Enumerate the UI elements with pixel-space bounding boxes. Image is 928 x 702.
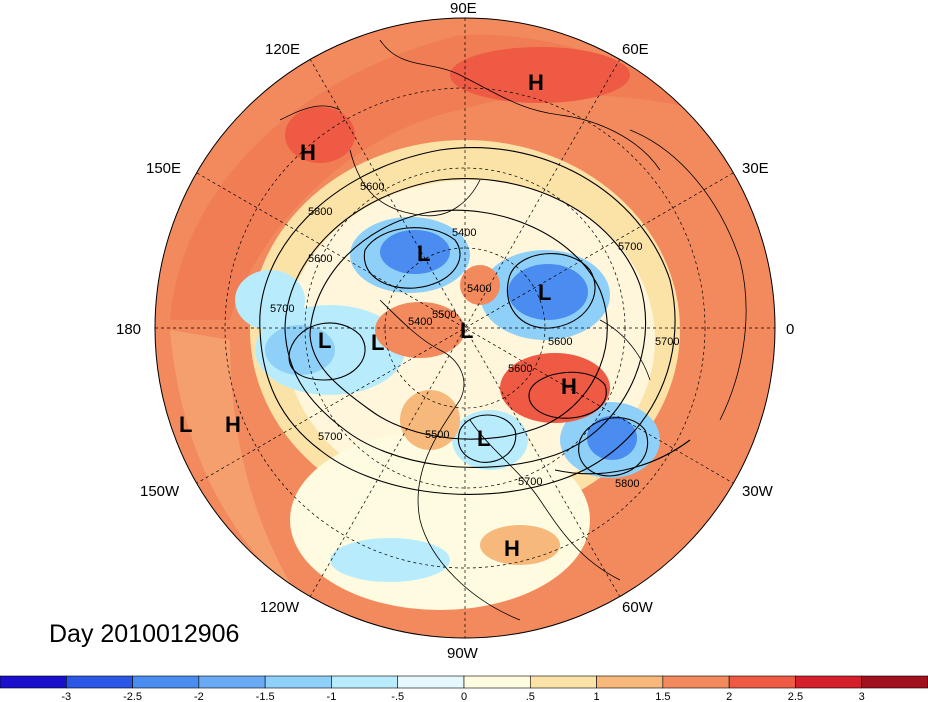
height-contours: [259, 146, 691, 495]
colorbar-swatch: [264, 675, 332, 689]
contour-labels: 5400 5400 5500 5500 5600 5600 5600 5600 …: [270, 181, 679, 490]
contour-label: 5800: [308, 206, 332, 218]
contour-label: 5700: [655, 336, 679, 348]
colorbar-swatch: [0, 675, 67, 689]
colorbar-swatch: [132, 675, 200, 689]
contour-label: 5700: [618, 241, 642, 253]
low-pressure-marker: L: [179, 412, 192, 437]
colorbar-swatch: [795, 675, 863, 689]
lon-label-120e: 120E: [265, 41, 300, 58]
low-pressure-marker: L: [477, 426, 490, 451]
low-pressure-marker: L: [460, 318, 473, 343]
contour-label: 5700: [518, 476, 542, 488]
contour-label: 5500: [425, 429, 449, 441]
date-caption: Day 2010012906: [49, 620, 240, 648]
contour-label: 5400: [467, 283, 491, 295]
contour-label: 5800: [615, 478, 639, 490]
contour-label: 5500: [432, 309, 456, 321]
contour-label: 5700: [318, 431, 342, 443]
lon-label-150e: 150E: [146, 160, 181, 177]
lon-label-180: 180: [116, 321, 141, 338]
colorbar-tick-label: -2.5: [123, 691, 142, 702]
contour-label: 5400: [408, 316, 432, 328]
colorbar-swatch: [596, 675, 664, 689]
colorbar-swatch: [65, 675, 133, 689]
contour-label: 5600: [508, 363, 532, 375]
contour-label: 5400: [452, 227, 476, 239]
meridian-grid: [155, 18, 775, 638]
colorbar-tick-label: 1: [594, 691, 600, 702]
colorbar-swatch: [529, 675, 597, 689]
lon-label-90w: 90W: [447, 645, 479, 662]
colorbar-tick-label: .5: [526, 691, 535, 702]
pressure-centers: H H L L L L L H L H L H L: [179, 70, 577, 561]
high-pressure-marker: H: [504, 536, 520, 561]
colorbar-tick-label: 0: [461, 691, 467, 702]
coastlines: [279, 39, 747, 621]
high-pressure-marker: H: [528, 70, 544, 95]
lon-label-30e: 30E: [742, 160, 769, 177]
colorbar-tick-label: -1.5: [256, 691, 275, 702]
colorbar-tick-label: -2: [194, 691, 204, 702]
colorbar-tick-label: -.5: [391, 691, 404, 702]
lon-label-30w: 30W: [742, 483, 774, 500]
contour-label: 5600: [308, 253, 332, 265]
map-border: [154, 17, 776, 639]
low-pressure-marker: L: [318, 328, 331, 353]
lon-label-60e: 60E: [622, 41, 649, 58]
colorbar-swatch: [397, 675, 465, 689]
low-pressure-marker: L: [371, 330, 384, 355]
lon-label-90e: 90E: [450, 0, 477, 17]
lon-label-60w: 60W: [622, 599, 654, 616]
colorbar-swatch: [198, 675, 266, 689]
contour-label: 5600: [360, 181, 384, 193]
low-pressure-marker: L: [538, 280, 551, 305]
high-pressure-marker: H: [225, 412, 241, 437]
lon-label-0: 0: [786, 321, 794, 338]
lon-label-120w: 120W: [260, 599, 300, 616]
colorbar-tick-label: 3: [859, 691, 865, 702]
colorbar-swatch: [331, 675, 399, 689]
high-pressure-marker: H: [300, 140, 316, 165]
colorbar-tick-label: 2.5: [788, 691, 803, 702]
colorbar-tick-label: -3: [61, 691, 71, 702]
high-pressure-marker: H: [561, 374, 577, 399]
colorbar-swatch: [728, 675, 796, 689]
contour-label: 5600: [548, 336, 572, 348]
colorbar-tick-label: 2: [726, 691, 732, 702]
colorbar-swatch: [662, 675, 730, 689]
low-pressure-marker: L: [417, 241, 430, 266]
colorbar-tick-label: -1: [327, 691, 337, 702]
contour-label: 5700: [270, 303, 294, 315]
colorbar-swatch: [463, 675, 531, 689]
colorbar: -3 -2.5 -2 -1.5 -1 -.5 0 .5 1 1.5 2 2.5 3: [0, 675, 928, 702]
colorbar-swatch: [861, 675, 928, 689]
lon-label-150w: 150W: [140, 483, 180, 500]
colorbar-tick-label: 1.5: [655, 691, 670, 702]
